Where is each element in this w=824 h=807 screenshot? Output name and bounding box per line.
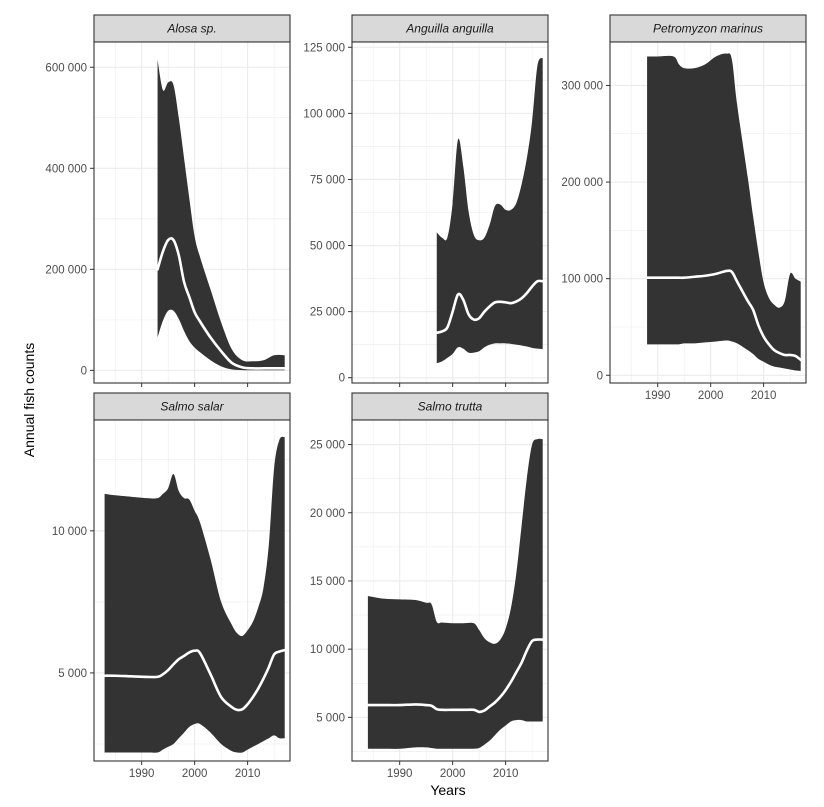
panel-1: Anguilla anguilla 0 25 000 50 000 75 000 100 …	[303, 14, 549, 387]
y-tick-label: 0	[597, 370, 603, 382]
panels-layer: Alosa sp. 0 200 000 400 000 600 000 Anguilla …	[45, 14, 807, 780]
y-tick-label: 50 000	[310, 241, 345, 253]
confidence-ribbon	[104, 436, 285, 753]
x-tick-label: 1990	[387, 768, 413, 780]
x-tick-label: 1990	[645, 390, 671, 402]
panel-border	[93, 419, 291, 762]
facet-strip-label: Salmo salar	[160, 400, 224, 414]
facet-strip	[93, 14, 291, 43]
y-tick-label: 600 000	[45, 62, 87, 74]
x-tick-label: 2010	[493, 768, 519, 780]
y-tick-label: 200 000	[45, 264, 87, 276]
mean-line	[435, 279, 544, 335]
mean-line	[645, 269, 802, 362]
y-tick-label: 200 000	[561, 177, 603, 189]
mean-line	[156, 237, 286, 370]
panel-border	[609, 41, 807, 384]
y-tick-label: 15 000	[310, 576, 345, 588]
x-axis-title: Years	[430, 782, 465, 798]
facet-strip-label: Petromyzon marinus	[653, 22, 763, 36]
y-axis-title: Annual fish counts	[21, 343, 37, 457]
panel-border	[351, 41, 549, 384]
panel-border	[351, 419, 549, 762]
mean-line	[103, 648, 286, 712]
y-tick-label: 20 000	[310, 508, 345, 520]
confidence-ribbon	[367, 438, 543, 749]
y-tick-label: 300 000	[561, 80, 603, 92]
facet-strip-label: Salmo trutta	[418, 400, 483, 414]
facet-strip-label: Alosa sp.	[166, 22, 216, 36]
y-tick-label: 0	[81, 365, 87, 377]
y-tick-label: 125 000	[303, 42, 345, 54]
y-tick-label: 10 000	[52, 526, 87, 538]
panel-border	[93, 41, 291, 384]
y-tick-label: 0	[339, 373, 345, 385]
panel-2: Petromyzon marinus 0 100 000 200 000 300 000…	[561, 14, 807, 402]
y-tick-label: 25 000	[310, 440, 345, 452]
x-tick-label: 2000	[182, 768, 208, 780]
confidence-ribbon	[436, 57, 543, 364]
x-tick-label: 1990	[129, 768, 155, 780]
panel-3: Salmo salar 5 000 10 000 1990 2000 2010	[52, 392, 291, 780]
confidence-ribbon	[157, 59, 285, 371]
y-tick-label: 25 000	[310, 307, 345, 319]
panel-0: Alosa sp. 0 200 000 400 000 600 000	[45, 14, 291, 387]
y-tick-label: 75 000	[310, 174, 345, 186]
y-tick-label: 100 000	[303, 108, 345, 120]
facet-strip-label: Anguilla anguilla	[405, 22, 494, 36]
y-tick-label: 5 000	[58, 668, 87, 680]
x-tick-label: 2000	[440, 768, 466, 780]
panel-4: Salmo trutta 5 000 10 000 15 000 20 000 25 00…	[310, 392, 549, 780]
confidence-ribbon	[647, 53, 801, 371]
y-tick-label: 400 000	[45, 163, 87, 175]
y-tick-label: 5 000	[316, 712, 345, 724]
mean-line	[366, 638, 544, 714]
y-tick-label: 10 000	[310, 644, 345, 656]
facet-strip	[351, 14, 549, 43]
x-tick-label: 2010	[235, 768, 261, 780]
x-tick-label: 2010	[751, 390, 777, 402]
y-tick-label: 100 000	[561, 274, 603, 286]
x-tick-label: 2000	[698, 390, 724, 402]
